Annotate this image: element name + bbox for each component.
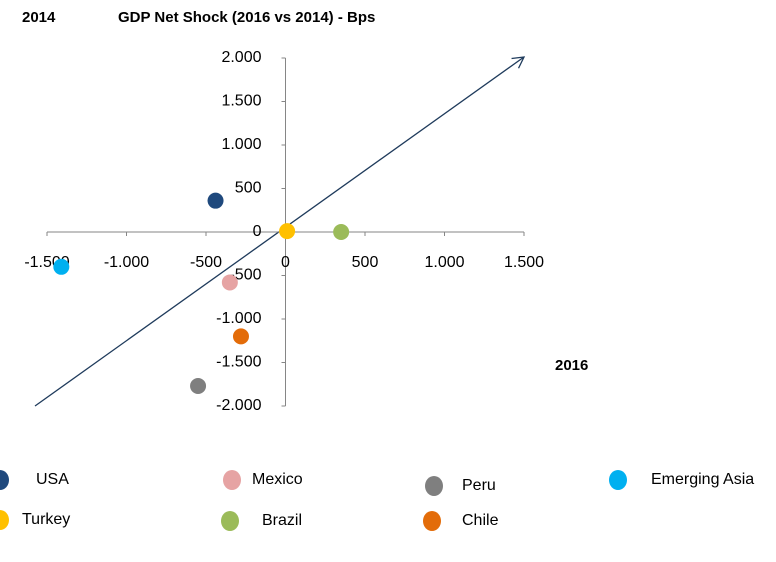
y-tick-label: -2.000 <box>216 397 261 414</box>
legend-swatch <box>425 476 443 496</box>
legend-swatch <box>609 470 627 490</box>
legend-swatch <box>0 510 9 530</box>
chart-title: GDP Net Shock (2016 vs 2014) - Bps <box>118 9 375 26</box>
legend-swatch <box>221 511 239 531</box>
x-tick-label: 500 <box>352 254 379 271</box>
legend-swatch <box>0 470 9 490</box>
x-axis-title: 2016 <box>555 357 588 374</box>
legend-label: Mexico <box>252 471 303 488</box>
legend-label: USA <box>36 471 69 488</box>
y-tick-label: -1.000 <box>216 310 261 327</box>
x-tick-label: 0 <box>281 254 290 271</box>
point <box>333 224 350 240</box>
legend-swatch <box>423 511 441 531</box>
legend-label: Brazil <box>262 512 302 529</box>
legend-label: Emerging Asia <box>651 471 754 488</box>
legend-label: Peru <box>462 477 496 494</box>
y-tick-label: 2.000 <box>221 49 261 66</box>
y-tick-label: 0 <box>253 223 262 240</box>
x-tick-label: 1.000 <box>424 254 464 271</box>
x-tick-label: -500 <box>190 254 222 271</box>
y-tick-label: -500 <box>229 267 261 284</box>
legend-label: Chile <box>462 512 499 529</box>
y-tick-label: 1.500 <box>221 93 261 110</box>
point <box>279 223 296 240</box>
x-tick-label: -1.000 <box>104 254 149 271</box>
legend-label: Turkey <box>22 511 70 528</box>
y-tick-label: -1.500 <box>216 354 261 371</box>
point <box>190 377 207 394</box>
point <box>53 258 70 275</box>
x-tick-label: 1.500 <box>504 254 544 271</box>
point <box>207 192 224 209</box>
point <box>232 328 249 345</box>
legend-swatch <box>223 470 241 490</box>
y-axis-title: 2014 <box>22 9 56 26</box>
y-tick-label: 1.000 <box>221 136 261 153</box>
point <box>221 274 238 291</box>
y-tick-label: 500 <box>235 180 262 197</box>
